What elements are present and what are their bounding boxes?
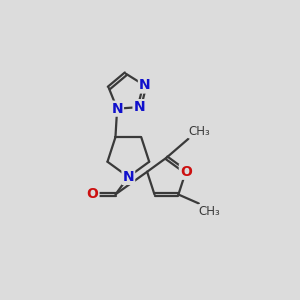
Text: N: N: [134, 100, 145, 114]
Text: N: N: [111, 102, 123, 116]
Text: CH₃: CH₃: [199, 205, 220, 218]
Text: CH₃: CH₃: [188, 124, 210, 138]
Text: O: O: [180, 165, 192, 179]
Text: N: N: [139, 79, 151, 92]
Text: O: O: [87, 187, 98, 201]
Text: N: N: [122, 170, 134, 184]
